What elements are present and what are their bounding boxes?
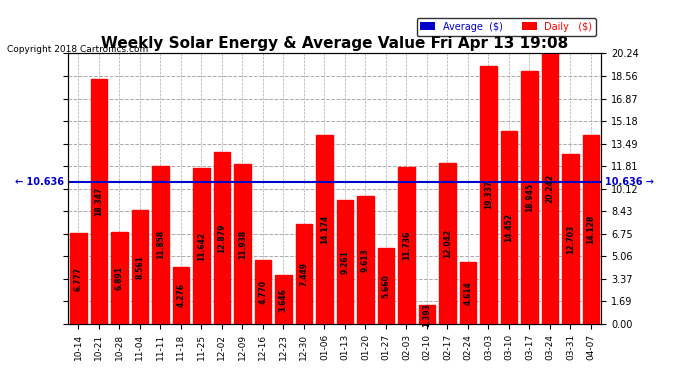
Text: 6.891: 6.891 xyxy=(115,266,124,290)
Bar xyxy=(70,233,86,324)
Text: 10.636 →: 10.636 → xyxy=(605,177,654,187)
Bar xyxy=(172,267,189,324)
Text: 6.777: 6.777 xyxy=(74,267,83,291)
Bar xyxy=(357,195,373,324)
Text: 11.938: 11.938 xyxy=(238,230,247,259)
Bar xyxy=(132,210,148,324)
Bar xyxy=(296,225,312,324)
Text: 12.703: 12.703 xyxy=(566,225,575,254)
Text: 19.337: 19.337 xyxy=(484,180,493,209)
Text: 3.646: 3.646 xyxy=(279,288,288,312)
Text: 11.642: 11.642 xyxy=(197,232,206,261)
Text: 20.242: 20.242 xyxy=(545,174,555,203)
Bar xyxy=(111,232,128,324)
Bar xyxy=(583,135,599,324)
Text: 4.614: 4.614 xyxy=(464,281,473,305)
Text: Copyright 2018 Cartronics.com: Copyright 2018 Cartronics.com xyxy=(7,45,148,54)
Text: 14.128: 14.128 xyxy=(586,215,595,244)
Bar xyxy=(255,260,271,324)
Text: 12.879: 12.879 xyxy=(217,223,226,253)
Bar xyxy=(377,248,394,324)
Bar xyxy=(460,262,476,324)
Bar xyxy=(337,200,353,324)
Bar xyxy=(562,154,579,324)
Bar xyxy=(542,53,558,324)
Bar xyxy=(90,79,107,324)
Bar xyxy=(193,168,210,324)
Bar xyxy=(316,135,333,324)
Text: 4.770: 4.770 xyxy=(258,280,268,304)
Bar xyxy=(440,163,455,324)
Bar xyxy=(152,165,168,324)
Text: 9.261: 9.261 xyxy=(340,250,349,274)
Text: 5.660: 5.660 xyxy=(382,274,391,298)
Text: 1.393: 1.393 xyxy=(422,303,431,327)
Legend: Average  ($), Daily   ($): Average ($), Daily ($) xyxy=(417,18,596,36)
Text: 18.945: 18.945 xyxy=(525,183,534,212)
Title: Weekly Solar Energy & Average Value Fri Apr 13 19:08: Weekly Solar Energy & Average Value Fri … xyxy=(101,36,569,51)
Bar xyxy=(398,167,415,324)
Bar xyxy=(214,152,230,324)
Text: 14.452: 14.452 xyxy=(504,213,513,242)
Text: 14.174: 14.174 xyxy=(320,214,329,244)
Text: 18.347: 18.347 xyxy=(95,187,103,216)
Text: 8.561: 8.561 xyxy=(135,255,144,279)
Bar xyxy=(275,275,292,324)
Bar xyxy=(521,71,538,324)
Text: 7.449: 7.449 xyxy=(299,262,308,286)
Bar xyxy=(501,131,517,324)
Text: 12.042: 12.042 xyxy=(443,229,452,258)
Text: ← 10.636: ← 10.636 xyxy=(15,177,64,187)
Text: 4.276: 4.276 xyxy=(177,284,186,308)
Text: 11.858: 11.858 xyxy=(156,230,165,260)
Bar xyxy=(419,305,435,324)
Bar xyxy=(480,66,497,324)
Bar xyxy=(234,164,250,324)
Text: 9.613: 9.613 xyxy=(361,248,370,272)
Text: 11.736: 11.736 xyxy=(402,231,411,260)
